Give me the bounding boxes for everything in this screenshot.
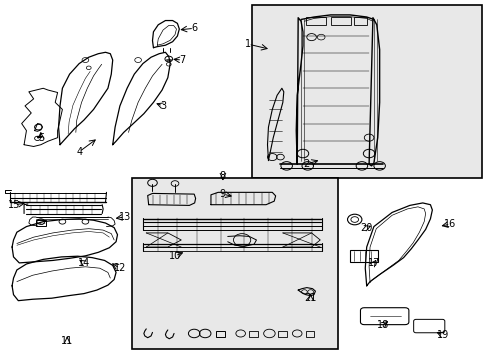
Bar <box>215 330 225 337</box>
Text: 19: 19 <box>436 330 448 340</box>
Text: 10: 10 <box>168 251 181 261</box>
Text: 4: 4 <box>76 147 82 157</box>
Text: 3: 3 <box>160 101 166 111</box>
Bar <box>251 5 481 178</box>
Text: 16: 16 <box>444 219 456 229</box>
Text: 13: 13 <box>118 212 131 222</box>
Text: 14: 14 <box>78 258 90 268</box>
Bar <box>36 220 45 226</box>
Bar <box>305 330 314 337</box>
Text: 6: 6 <box>191 23 197 33</box>
Text: 20: 20 <box>360 222 372 233</box>
Bar <box>349 249 377 262</box>
Bar <box>330 17 350 25</box>
Text: 9: 9 <box>220 189 225 199</box>
Text: 1: 1 <box>245 39 251 49</box>
Text: 17: 17 <box>367 258 379 268</box>
Text: 18: 18 <box>377 320 389 330</box>
Text: 5: 5 <box>38 133 44 143</box>
Text: 7: 7 <box>179 55 185 65</box>
Text: 2: 2 <box>303 159 309 169</box>
Text: 8: 8 <box>220 171 225 181</box>
Text: 12: 12 <box>114 263 126 273</box>
Bar <box>305 17 325 25</box>
Bar <box>278 330 286 337</box>
Text: 15: 15 <box>8 200 20 210</box>
Text: 11: 11 <box>61 336 73 346</box>
Bar <box>249 330 257 337</box>
Bar <box>353 17 366 25</box>
Text: 21: 21 <box>304 293 316 303</box>
Bar <box>132 178 337 349</box>
